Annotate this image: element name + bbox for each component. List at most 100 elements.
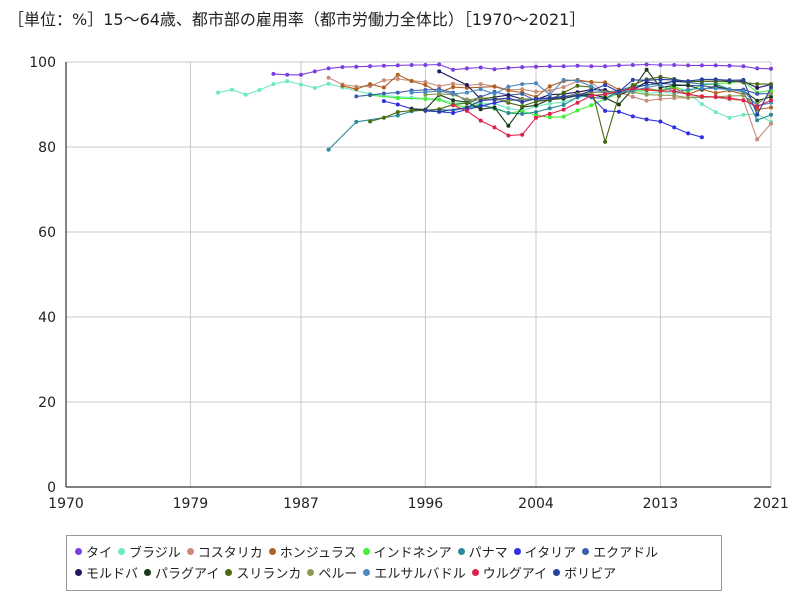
data-point xyxy=(589,84,594,89)
legend: タイ ブラジル コスタリカ ホンジュラス インドネシア パナマ イタリア エクアドル モルドバ パ… xyxy=(66,535,722,591)
data-point xyxy=(478,87,483,92)
data-point xyxy=(644,98,649,103)
data-point xyxy=(589,93,594,98)
data-point xyxy=(257,88,262,92)
data-point xyxy=(699,63,704,68)
data-point xyxy=(686,83,691,88)
data-point xyxy=(395,90,400,95)
series-12 xyxy=(409,77,773,108)
grid-layer xyxy=(65,61,772,488)
legend-marker xyxy=(457,548,465,555)
data-point xyxy=(713,86,718,91)
data-point xyxy=(409,63,414,67)
data-point xyxy=(769,91,773,96)
data-point xyxy=(769,98,773,103)
data-point xyxy=(534,115,538,120)
data-point xyxy=(589,64,594,69)
data-point xyxy=(478,104,483,109)
data-point xyxy=(368,119,373,124)
data-point xyxy=(506,96,511,101)
data-point xyxy=(658,83,663,87)
data-point xyxy=(575,83,580,88)
y-tick-label: 20 xyxy=(38,395,56,411)
data-point xyxy=(561,64,566,69)
data-point xyxy=(271,71,276,76)
data-point xyxy=(326,75,331,80)
legend-item: モルドバ xyxy=(75,563,138,582)
data-point xyxy=(699,86,704,91)
data-point xyxy=(644,67,649,72)
data-point xyxy=(741,77,746,82)
legend-row: タイ ブラジル コスタリカ ホンジュラス インドネシア パナマ イタリア エクアドル xyxy=(75,541,721,562)
data-point xyxy=(326,147,331,152)
data-point xyxy=(381,99,386,104)
legend-label: タイ xyxy=(86,546,113,561)
legend-marker xyxy=(225,569,233,576)
data-point xyxy=(644,88,649,92)
data-point xyxy=(755,66,760,71)
data-point xyxy=(630,94,635,99)
legend-marker xyxy=(75,548,82,555)
data-point xyxy=(547,111,552,116)
legend-label: コスタリカ xyxy=(197,546,263,561)
data-point xyxy=(395,110,400,115)
data-point xyxy=(243,92,248,97)
data-point xyxy=(547,88,552,93)
data-point xyxy=(561,107,566,112)
data-point xyxy=(589,80,594,84)
data-point xyxy=(520,104,525,109)
series-14 xyxy=(423,77,773,117)
data-point xyxy=(699,135,704,140)
data-point xyxy=(285,72,290,77)
data-point xyxy=(381,91,386,96)
data-point xyxy=(672,77,677,82)
legend-marker xyxy=(307,569,315,576)
data-point xyxy=(395,72,400,77)
data-point xyxy=(520,111,525,116)
legend-label: エルサルバドル xyxy=(374,567,466,582)
data-point xyxy=(561,100,566,104)
data-point xyxy=(492,105,497,110)
data-point xyxy=(755,82,760,87)
data-point xyxy=(464,101,469,106)
data-point xyxy=(299,72,303,77)
data-point xyxy=(423,63,428,67)
data-point xyxy=(534,96,538,101)
y-tick-label: 80 xyxy=(38,140,56,156)
data-point xyxy=(354,94,359,99)
data-point xyxy=(437,97,442,102)
data-point xyxy=(326,66,331,71)
legend-marker xyxy=(268,548,276,555)
data-point xyxy=(395,102,400,107)
data-point xyxy=(534,89,538,94)
data-point xyxy=(644,78,649,83)
series-0 xyxy=(271,62,773,77)
data-point xyxy=(547,106,552,111)
x-tick-label: 1987 xyxy=(283,496,319,512)
data-point xyxy=(437,69,442,74)
data-point xyxy=(603,95,608,100)
data-point xyxy=(478,65,483,70)
data-point xyxy=(630,77,635,82)
data-point xyxy=(340,65,345,70)
series-3 xyxy=(340,72,773,112)
data-point xyxy=(368,64,373,69)
legend-item: インドネシア xyxy=(362,542,452,561)
data-point xyxy=(437,109,442,114)
data-point xyxy=(478,82,483,87)
data-point xyxy=(713,110,718,115)
legend-item: パラグアイ xyxy=(144,563,219,582)
data-point xyxy=(506,84,511,89)
data-point xyxy=(437,88,442,93)
data-point xyxy=(658,88,663,93)
legend-label: ペルー xyxy=(318,567,358,582)
data-point xyxy=(603,108,608,113)
data-point xyxy=(423,90,428,95)
data-point xyxy=(755,85,760,90)
legend-item: パナマ xyxy=(457,542,508,561)
data-point xyxy=(755,107,760,112)
data-point xyxy=(451,103,456,108)
data-point xyxy=(354,64,359,69)
data-point xyxy=(464,97,469,102)
